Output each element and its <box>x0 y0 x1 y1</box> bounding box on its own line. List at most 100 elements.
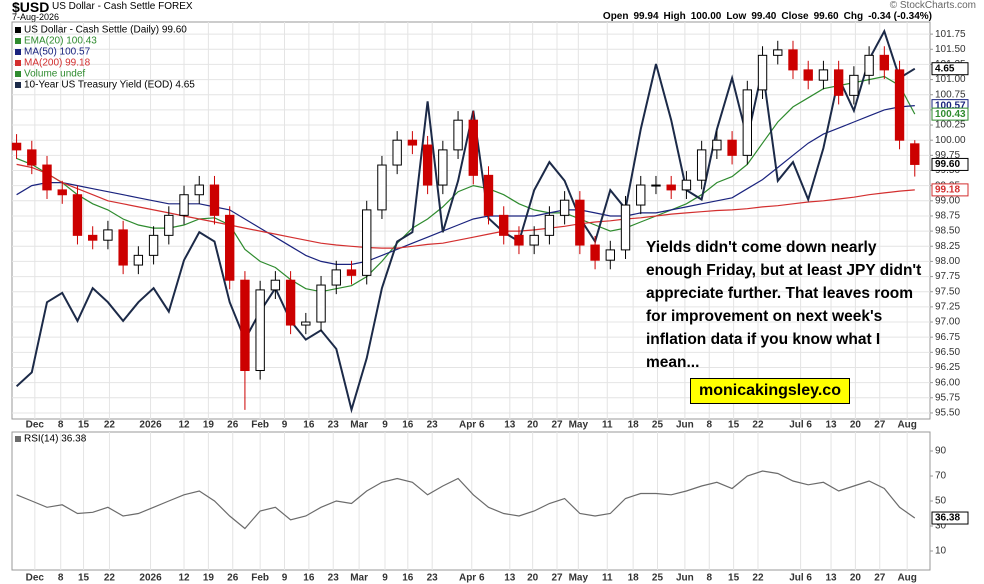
y-tick-label: 97.75 <box>935 271 960 282</box>
x-tick-label: Mar <box>350 420 368 431</box>
quote-value: 100.00 <box>690 11 722 22</box>
y-tick-label: 50 <box>935 496 947 507</box>
x-tick-label: 13 <box>504 573 516 584</box>
candle-body <box>894 69 905 141</box>
x-tick-label: 27 <box>874 420 886 431</box>
x-tick-label: 23 <box>328 420 340 431</box>
x-tick-label: 20 <box>527 573 539 584</box>
legend-label: US Dollar - Cash Settle (Daily) 99.60 <box>24 25 187 36</box>
y-tick-label: 98.50 <box>935 226 960 237</box>
legend-label: 10-Year US Treasury Yield (EOD) 4.65 <box>24 80 195 91</box>
candle-body <box>164 214 174 236</box>
candle-body <box>72 194 83 236</box>
x-tick-label: 20 <box>850 573 862 584</box>
x-tick-label: 23 <box>427 573 439 584</box>
quote-value: -0.34 (-0.34%) <box>868 11 932 22</box>
candle-body <box>270 279 281 291</box>
candle-body <box>11 142 22 151</box>
y-tick-label: 98.00 <box>935 256 960 267</box>
value-tag-label: 4.65 <box>935 63 955 74</box>
candle-body <box>849 74 859 96</box>
candle-body <box>727 139 737 156</box>
x-tick-label: 15 <box>78 420 90 431</box>
candle-body <box>590 244 600 261</box>
candle-body <box>362 209 372 276</box>
value-tag-label: 36.38 <box>935 513 960 524</box>
candle-body <box>514 234 524 246</box>
x-tick-label: 8 <box>706 573 712 584</box>
value-tag <box>931 157 969 171</box>
candle-body <box>833 69 844 96</box>
x-tick-label: Apr 6 <box>459 573 485 584</box>
x-tick-label: 20 <box>850 420 862 431</box>
candle-body <box>803 69 813 81</box>
x-tick-label: Mar <box>350 573 368 584</box>
candle-body <box>681 179 692 191</box>
x-tick-label: 16 <box>402 573 414 584</box>
x-tick-label: 18 <box>628 573 640 584</box>
value-tag-label: 100.43 <box>935 109 966 120</box>
quote: Open 99.94 High 100.00 Low 99.40 Close 99.60 Chg… <box>598 11 932 22</box>
quote-label: Low <box>726 11 747 22</box>
x-tick-label: 22 <box>752 420 764 431</box>
y-tick-label: 100.00 <box>935 135 966 146</box>
x-tick-label: 20 <box>527 420 539 431</box>
candle-body <box>57 189 67 196</box>
x-tick-label: 22 <box>104 420 116 431</box>
candle-body <box>27 149 37 166</box>
candle-body <box>575 199 585 246</box>
candle-body <box>788 49 798 71</box>
x-tick-label: 22 <box>752 573 764 584</box>
y-tick-label: 10 <box>935 546 947 557</box>
candle-body <box>316 284 326 323</box>
candle-body <box>88 234 98 241</box>
candle-body <box>757 54 768 91</box>
candle-body <box>42 164 52 191</box>
x-tick-label: 27 <box>551 420 563 431</box>
line-series <box>16 163 915 249</box>
x-tick-label: Dec <box>26 420 45 431</box>
y-tick-label: 90 <box>935 446 947 457</box>
quote-value: 99.60 <box>813 11 839 22</box>
x-tick-label: 25 <box>652 420 664 431</box>
candle-body <box>879 54 890 71</box>
x-tick-label: 25 <box>652 573 664 584</box>
y-tick-label: 101.50 <box>935 44 966 55</box>
candle-body <box>118 229 128 266</box>
y-tick-label: 97.50 <box>935 286 960 297</box>
x-tick-label: Aug <box>897 420 916 431</box>
x-tick-label: 11 <box>602 573 613 584</box>
header: $USD US Dollar - Cash Settle FOREX 7-Aug… <box>0 0 984 22</box>
x-tick-label: 12 <box>178 420 190 431</box>
value-tag <box>931 183 969 197</box>
candle-body <box>407 139 418 146</box>
x-tick-label: 9 <box>282 420 288 431</box>
candle-body <box>209 184 220 216</box>
y-tick-label: 96.00 <box>935 377 960 388</box>
candle-body <box>559 199 570 216</box>
legend-label: EMA(20) 100.43 <box>24 36 97 47</box>
candle-body <box>331 269 341 286</box>
x-tick-label: 16 <box>402 420 414 431</box>
panel-frame <box>11 431 931 571</box>
legend-label: RSI(14) 36.38 <box>24 434 87 445</box>
x-tick-label: 23 <box>427 420 439 431</box>
candle-body <box>240 279 250 372</box>
x-tick-label: 13 <box>825 573 837 584</box>
line-series <box>16 105 915 265</box>
x-tick-label: 26 <box>227 420 239 431</box>
legend-swatch <box>15 82 21 88</box>
x-tick-label: 19 <box>203 420 215 431</box>
y-tick-label: 96.50 <box>935 347 960 358</box>
x-tick-label: 16 <box>303 573 315 584</box>
x-tick-label: 19 <box>203 573 215 584</box>
x-tick-label: 16 <box>303 420 315 431</box>
x-tick-label: 26 <box>227 573 239 584</box>
candle-body <box>666 184 676 191</box>
x-tick-label: Jun <box>676 420 694 431</box>
candle-body <box>103 229 113 241</box>
x-tick-label: 27 <box>551 573 563 584</box>
candle-body <box>285 279 296 326</box>
